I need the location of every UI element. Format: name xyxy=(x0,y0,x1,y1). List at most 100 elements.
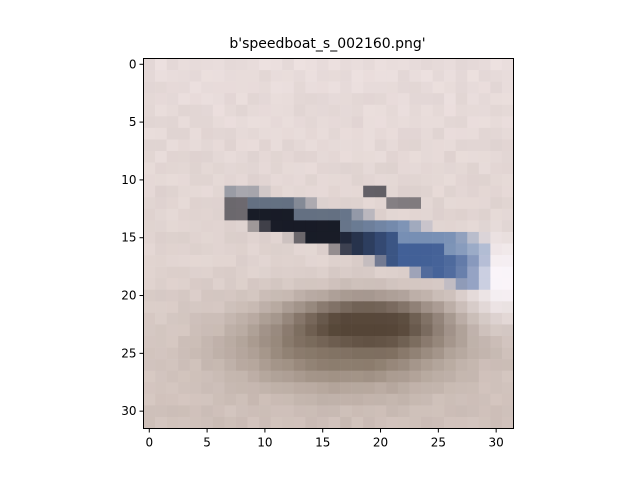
pixel-cell xyxy=(363,231,376,244)
pixel-cell xyxy=(374,416,387,429)
pixel-cell xyxy=(340,359,352,371)
pixel-cell xyxy=(189,416,202,429)
pixel-cell xyxy=(340,370,352,383)
pixel-cell xyxy=(155,81,167,94)
pixel-cell xyxy=(478,416,491,429)
pixel-cell xyxy=(259,301,271,314)
pixel-cell xyxy=(143,93,156,106)
pixel-cell xyxy=(247,347,260,360)
pixel-cell xyxy=(201,382,214,395)
pixel-cell xyxy=(490,220,503,233)
pixel-cell xyxy=(432,393,445,406)
pixel-cell xyxy=(409,151,422,163)
pixel-cell xyxy=(201,104,214,117)
pixel-cell xyxy=(201,370,214,383)
pixel-cell xyxy=(478,70,491,82)
pixel-cell xyxy=(201,266,214,279)
pixel-cell xyxy=(374,289,387,302)
pixel-cell xyxy=(189,58,202,71)
pixel-cell xyxy=(178,347,191,360)
pixel-cell xyxy=(189,243,202,256)
pixel-cell xyxy=(282,324,295,337)
pixel-cell xyxy=(374,197,387,210)
pixel-cell xyxy=(212,312,225,325)
pixel-cell xyxy=(316,416,329,429)
pixel-cell xyxy=(305,289,318,302)
pixel-cell xyxy=(501,58,514,71)
pixel-cell xyxy=(432,266,445,279)
pixel-cell xyxy=(212,393,225,406)
pixel-cell xyxy=(201,174,214,186)
pixel-cell xyxy=(444,81,456,94)
pixel-cell xyxy=(444,116,456,129)
pixel-cell xyxy=(351,93,364,106)
pixel-cell xyxy=(270,231,283,244)
pixel-cell xyxy=(421,139,433,152)
pixel-cell xyxy=(270,266,283,279)
pixel-cell xyxy=(143,174,156,186)
pixel-cell xyxy=(386,289,399,302)
pixel-cell xyxy=(259,336,271,348)
pixel-cell xyxy=(259,370,271,383)
pixel-cell xyxy=(328,231,341,244)
pixel-cell xyxy=(340,312,352,325)
pixel-cell xyxy=(432,185,445,198)
pixel-cell xyxy=(201,359,214,371)
pixel-cell xyxy=(316,162,329,175)
pixel-cell xyxy=(432,70,445,82)
pixel-cell xyxy=(259,255,271,267)
pixel-cell xyxy=(143,255,156,267)
pixel-cell xyxy=(166,405,179,418)
pixel-cell xyxy=(501,93,514,106)
pixel-cell xyxy=(189,174,202,186)
pixel-cell xyxy=(282,127,295,140)
pixel-cell xyxy=(340,255,352,267)
pixel-cell xyxy=(386,162,399,175)
pixel-cell xyxy=(166,278,179,291)
pixel-cell xyxy=(328,162,341,175)
pixel-cell xyxy=(270,104,283,117)
pixel-cell xyxy=(363,58,376,71)
pixel-cell xyxy=(166,382,179,395)
pixel-cell xyxy=(478,324,491,337)
pixel-cell xyxy=(224,93,237,106)
pixel-cell xyxy=(340,116,352,129)
pixel-cell xyxy=(328,93,341,106)
pixel-cell xyxy=(282,197,295,210)
pixel-cell xyxy=(501,278,514,291)
pixel-cell xyxy=(143,151,156,163)
pixel-cell xyxy=(305,336,318,348)
pixel-cell xyxy=(340,174,352,186)
pixel-cell xyxy=(305,231,318,244)
pixel-cell xyxy=(397,93,410,106)
pixel-cell xyxy=(270,174,283,186)
pixel-cell xyxy=(467,266,480,279)
pixel-cell xyxy=(444,255,456,267)
pixel-cell xyxy=(386,104,399,117)
pixel-cell xyxy=(444,208,456,221)
pixel-cell xyxy=(155,185,167,198)
pixel-cell xyxy=(166,301,179,314)
pixel-cell xyxy=(397,81,410,94)
pixel-cell xyxy=(386,116,399,129)
pixel-cell xyxy=(155,405,167,418)
pixel-cell xyxy=(478,93,491,106)
pixel-cell xyxy=(432,312,445,325)
pixel-cell xyxy=(282,81,295,94)
pixel-cell xyxy=(305,208,318,221)
pixel-cell xyxy=(224,70,237,82)
pixel-cell xyxy=(316,266,329,279)
pixel-cell xyxy=(490,104,503,117)
pixel-cell xyxy=(189,336,202,348)
pixel-cell xyxy=(155,70,167,82)
pixel-cell xyxy=(351,243,364,256)
pixel-cell xyxy=(143,301,156,314)
pixel-cell xyxy=(421,70,433,82)
pixel-cell xyxy=(178,312,191,325)
pixel-cell xyxy=(363,255,376,267)
pixel-cell xyxy=(189,151,202,163)
pixel-cell xyxy=(270,382,283,395)
pixel-cell xyxy=(201,116,214,129)
pixel-cell xyxy=(444,243,456,256)
